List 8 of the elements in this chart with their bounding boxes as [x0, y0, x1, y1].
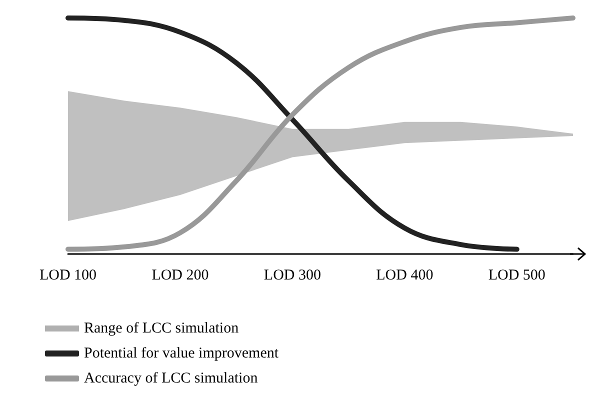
- x-tick-label: LOD 500: [488, 268, 546, 284]
- x-tick-label: LOD 200: [152, 268, 209, 284]
- x-tick-label: LOD 300: [264, 268, 321, 284]
- x-tick-label: LOD 100: [39, 268, 97, 284]
- legend-label: Accuracy of LCC simulation: [84, 370, 258, 386]
- x-tick-label: LOD 400: [376, 268, 434, 284]
- legend-label: Potential for value improvement: [84, 346, 280, 362]
- legend-label: Range of LCC simulation: [84, 320, 240, 336]
